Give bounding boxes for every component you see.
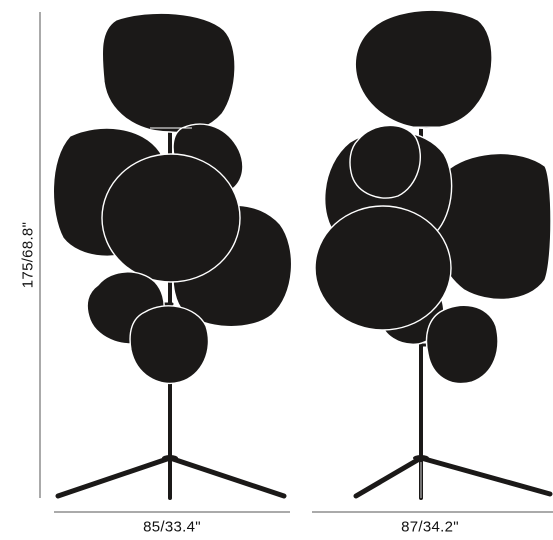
dimension-lines — [39, 12, 553, 513]
front-leg-left — [55, 455, 173, 499]
height-dimension-label: 175/68.8" — [19, 221, 37, 289]
side-shade-top — [354, 9, 493, 130]
front-width-dimension-label: 85/33.4" — [143, 518, 201, 536]
side-shades — [314, 9, 552, 385]
side-view-lamp — [314, 9, 553, 500]
front-shades — [52, 12, 293, 384]
side-width-dimension-label: 87/34.2" — [401, 518, 459, 536]
front-shade-top — [101, 12, 236, 134]
side-leg-right — [418, 455, 553, 497]
side-base-hub — [413, 455, 429, 461]
front-base-hub — [162, 455, 178, 461]
side-shade-front-small — [349, 124, 421, 199]
side-shade-large-front — [314, 205, 452, 331]
side-leg-left — [353, 455, 424, 499]
side-shade-lower-right — [425, 304, 499, 385]
front-view-lamp — [52, 12, 293, 500]
front-leg-right — [167, 455, 287, 499]
front-shade-center — [101, 153, 241, 283]
front-shade-bottom — [129, 305, 210, 384]
